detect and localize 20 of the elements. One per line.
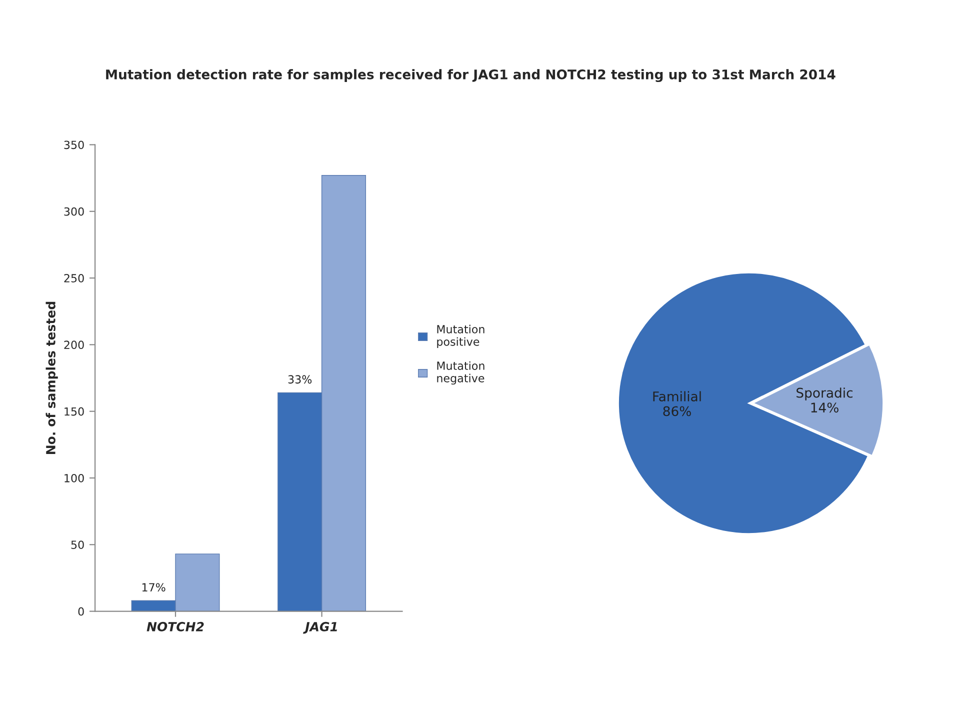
y-tick-label: 200 [64,340,84,350]
x-tick-label: JAG1 [303,622,337,634]
y-tick-label: 100 [64,474,84,482]
legend-label: Mutation negative [437,361,484,385]
y-tick-label: 50 [71,540,84,550]
data-label: 14% [811,402,838,413]
x-tick-label: NOTCH2 [146,622,204,632]
annotation: 33% [288,375,312,384]
y-tick-label: 300 [64,207,84,216]
annotation: 17% [142,583,166,592]
y-tick-label: 350 [64,140,84,150]
y-tick-label: 150 [64,407,84,416]
data-label: 86% [663,406,691,416]
text: Mutation detection rate for samples received for JAG1 and NOTCH2 testing up to 31st March 2014 [106,69,836,82]
legend-label: Mutation positive [437,324,484,348]
y-tick-label: 250 [64,274,84,282]
slice-label: Familial [653,391,701,402]
y-axis-title: No. of samples tested [46,302,58,454]
y-tick-label: 0 [78,607,84,616]
slice-label: Sporadic [796,388,852,400]
